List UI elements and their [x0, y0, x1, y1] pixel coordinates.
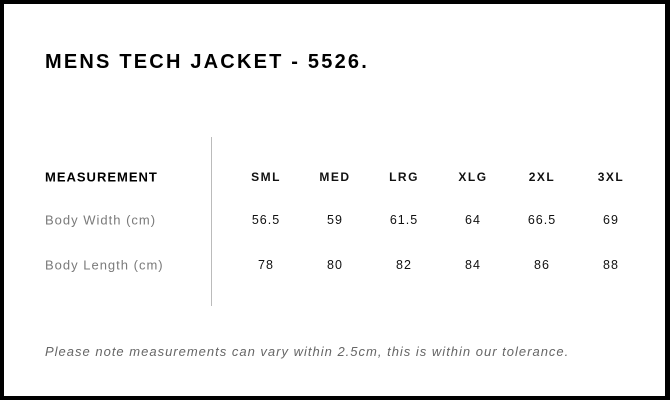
column-divider: [211, 137, 212, 306]
table-cell: 64: [465, 213, 481, 227]
row-label-body-length: Body Length (cm): [45, 257, 164, 273]
table-cell: 86: [534, 258, 550, 272]
size-header-med: MED: [319, 170, 351, 184]
tolerance-note: Please note measurements can vary within…: [45, 344, 570, 359]
table-cell: 78: [258, 258, 274, 272]
size-header-3xl: 3XL: [597, 170, 625, 184]
table-cell: 82: [396, 258, 412, 272]
table-cell: 59: [327, 213, 343, 227]
table-cell: 88: [603, 258, 619, 272]
table-cell: 66.5: [527, 213, 557, 227]
row-label-body-width: Body Width (cm): [45, 212, 157, 228]
table-cell: 61.5: [389, 213, 419, 227]
page-title: MENS TECH JACKET - 5526.: [45, 51, 369, 73]
table-cell: 56.5: [251, 213, 281, 227]
size-header-lrg: LRG: [389, 170, 419, 184]
size-header-xlg: XLG: [458, 170, 488, 184]
table-cell: 84: [465, 258, 481, 272]
table-cell: 69: [603, 213, 619, 227]
size-chart-card: MENS TECH JACKET - 5526. MEASUREMENT Bod…: [4, 4, 665, 396]
size-header-sml: SML: [251, 170, 281, 184]
measurement-header: MEASUREMENT: [45, 169, 158, 185]
size-header-2xl: 2XL: [528, 170, 556, 184]
table-cell: 80: [327, 258, 343, 272]
